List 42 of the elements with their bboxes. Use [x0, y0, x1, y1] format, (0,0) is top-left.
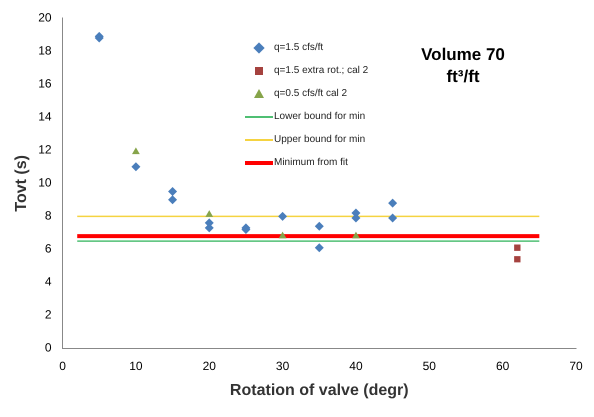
point: [514, 256, 520, 262]
point: [352, 232, 360, 238]
point: [388, 213, 398, 222]
y-tick-label: 20: [38, 10, 52, 25]
x-tick-label: 50: [422, 358, 436, 373]
x-tick-label: 40: [349, 358, 363, 373]
point: [278, 232, 286, 238]
point: [132, 147, 140, 154]
point: [168, 195, 178, 204]
x-tick-label: 20: [202, 358, 216, 373]
point: [314, 243, 324, 252]
x-tick-label: 30: [276, 358, 290, 373]
y-axis-title: Tovt (s): [13, 155, 30, 212]
legend-label: q=1.5 extra rot.; cal 2: [274, 65, 368, 76]
text: Volume 70 ft³/ft: [420, 44, 506, 88]
point: [278, 212, 288, 221]
legend-label: Lower bound for min: [274, 111, 366, 122]
point: [514, 244, 520, 251]
legend-label: Minimum from fit: [274, 157, 348, 168]
point: [388, 198, 398, 208]
x-tick-label: 10: [129, 358, 143, 373]
y-tick-label: 10: [38, 176, 52, 190]
y-tick-label: 2: [44, 308, 52, 322]
x-axis-title: Rotation of valve (degr): [230, 382, 409, 399]
y-tick-label: 16: [38, 76, 52, 91]
y-tick-label: 12: [38, 142, 52, 157]
point: [314, 222, 324, 231]
legend-label: q=0.5 cfs/ft cal 2: [274, 88, 348, 99]
y-tick-label: 0: [44, 340, 52, 355]
point: [131, 162, 140, 172]
legend-label: q=1.5 cfs/ft: [274, 42, 324, 53]
y-tick-label: 4: [44, 274, 52, 289]
point: [168, 187, 178, 196]
y-tick-label: 18: [38, 44, 52, 58]
legend-label: Upper bound for min: [274, 134, 366, 145]
x-tick-label: 0: [59, 358, 66, 373]
y-tick-label: 6: [44, 242, 52, 256]
y-tick-label: 8: [44, 208, 52, 223]
point: [205, 210, 214, 217]
x-tick-label: 60: [496, 358, 510, 373]
y-tick-label: 14: [38, 110, 52, 124]
x-tick-label: 70: [569, 358, 583, 373]
